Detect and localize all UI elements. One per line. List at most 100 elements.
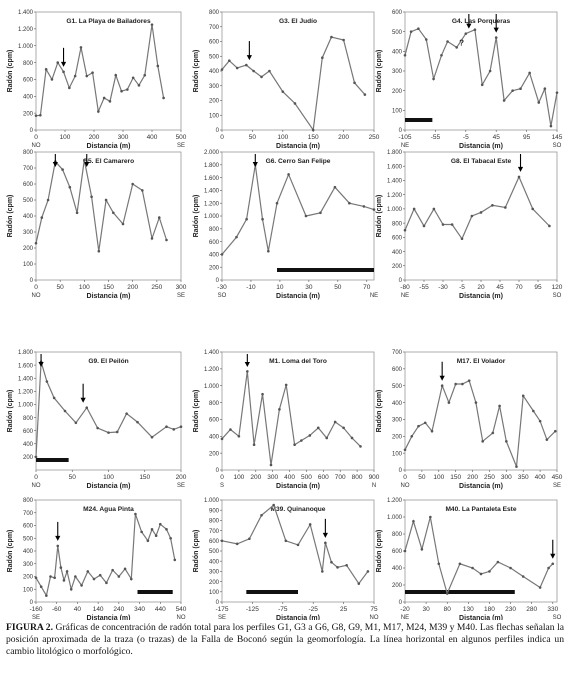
data-point bbox=[235, 542, 239, 546]
plot-frame bbox=[221, 499, 375, 603]
y-tick-label: 800 bbox=[209, 10, 220, 16]
x-tick-label: 30 bbox=[305, 284, 313, 291]
data-point bbox=[336, 566, 339, 569]
x-tick-label: 300 bbox=[267, 474, 278, 481]
figure-caption: FIGURA 2. Gráficas de concentración de r… bbox=[6, 622, 564, 659]
fault-arrow-head bbox=[55, 535, 61, 541]
data-point bbox=[538, 419, 542, 423]
data-point bbox=[366, 570, 370, 573]
data-point bbox=[91, 71, 94, 74]
y-tick-label: 600 bbox=[209, 539, 220, 545]
fault-arrow-head bbox=[439, 375, 445, 381]
direction-left: NE bbox=[401, 143, 409, 149]
y-tick-label: 600 bbox=[209, 240, 220, 246]
y-tick-label: 1.200 bbox=[204, 367, 220, 373]
y-tick-label: 1.000 bbox=[387, 515, 403, 521]
data-point bbox=[412, 207, 416, 211]
data-point bbox=[129, 577, 133, 581]
chart-panel-7: 200 400 600 800 1.000 1.200 1.400 1.600 1.800 0 50… bbox=[7, 350, 187, 490]
y-tick-label: 200 bbox=[23, 111, 34, 117]
data-point bbox=[342, 426, 345, 430]
data-point bbox=[252, 69, 255, 73]
data-point bbox=[34, 576, 38, 580]
series-line bbox=[404, 379, 556, 467]
y-tick-label: 0 bbox=[216, 468, 220, 474]
series-line bbox=[35, 24, 165, 117]
data-point bbox=[134, 512, 137, 516]
data-point bbox=[538, 586, 542, 589]
x-tick-label: 280 bbox=[526, 606, 537, 613]
x-tick-label: 500 bbox=[176, 134, 187, 141]
y-tick-label: 400 bbox=[392, 566, 403, 572]
x-axis-label: Distancia (m) bbox=[459, 293, 503, 300]
data-point bbox=[488, 69, 492, 73]
data-point bbox=[509, 566, 512, 570]
chart-panel-6: 0 200 400 600 800 1.000 1.200 1.400 1.600 1.800 -8… bbox=[376, 150, 563, 300]
direction-left: NE bbox=[401, 615, 409, 620]
data-point bbox=[268, 69, 271, 73]
chart-panel-4: 0 100 200 300 400 500 600 700 800 0 50 100 150 200 250… bbox=[7, 150, 187, 300]
data-point bbox=[308, 523, 312, 526]
direction-right: SE bbox=[553, 483, 561, 489]
direction-right: NE bbox=[370, 293, 378, 299]
data-point bbox=[162, 96, 165, 100]
y-tick-label: 1.800 bbox=[204, 163, 220, 169]
y-tick-label: 2.000 bbox=[204, 150, 220, 156]
y-axis-label: Radón (cpm) bbox=[376, 390, 383, 433]
y-tick-label: 400 bbox=[23, 214, 34, 220]
y-tick-label: 100 bbox=[209, 113, 220, 119]
data-point bbox=[440, 384, 444, 388]
x-tick-label: 40 bbox=[74, 606, 82, 613]
data-point bbox=[220, 539, 224, 543]
y-tick-label: 400 bbox=[209, 434, 220, 440]
data-point bbox=[45, 594, 48, 597]
y-tick-label: 1.200 bbox=[387, 498, 403, 504]
y-tick-label: 100 bbox=[392, 109, 403, 115]
fault-arrow-head bbox=[322, 532, 328, 538]
data-point bbox=[363, 93, 367, 96]
fault-arrow-head bbox=[52, 162, 58, 167]
direction-left: NO bbox=[401, 483, 410, 489]
data-point bbox=[158, 522, 162, 526]
data-point bbox=[165, 238, 168, 242]
x-tick-label: -175 bbox=[215, 606, 228, 613]
y-axis-label: Radón (cpm) bbox=[7, 390, 14, 433]
y-tick-label: 0 bbox=[216, 278, 220, 284]
data-point bbox=[543, 87, 547, 90]
data-point bbox=[59, 566, 63, 569]
data-point bbox=[441, 223, 445, 226]
data-point bbox=[150, 435, 154, 439]
x-tick-label: -60 bbox=[52, 606, 62, 613]
fault-arrow-head bbox=[84, 162, 90, 167]
chart-panel-10: 0 100 200 300 400 500 600 700 800 -160 -60 40 140 240… bbox=[7, 498, 187, 620]
data-point bbox=[511, 89, 514, 92]
data-point bbox=[432, 77, 435, 81]
x-tick-label: 130 bbox=[463, 606, 474, 613]
data-point bbox=[50, 78, 54, 81]
y-axis-label: Radón (cpm) bbox=[376, 530, 383, 573]
data-point bbox=[504, 206, 507, 209]
y-tick-label: 1.400 bbox=[204, 350, 220, 356]
data-point bbox=[316, 426, 320, 430]
uncertain-mark: ? bbox=[459, 38, 464, 47]
data-point bbox=[284, 539, 288, 543]
data-point bbox=[521, 575, 525, 578]
data-point bbox=[272, 503, 275, 507]
series-line bbox=[404, 516, 554, 596]
y-tick-label: 500 bbox=[392, 384, 403, 390]
data-point bbox=[432, 207, 436, 211]
x-tick-label: 440 bbox=[155, 606, 166, 613]
plot-frame bbox=[404, 151, 558, 281]
data-point bbox=[319, 211, 322, 215]
x-axis-label: Distancia (m) bbox=[276, 143, 320, 150]
data-point bbox=[69, 587, 73, 591]
chart-title: G3. El Judío bbox=[279, 18, 317, 25]
x-tick-label: 200 bbox=[89, 134, 100, 141]
x-tick-label: 200 bbox=[176, 474, 187, 481]
x-tick-label: 250 bbox=[484, 474, 495, 481]
chart-title: G5. El Camarero bbox=[83, 158, 134, 165]
data-point bbox=[496, 560, 500, 564]
data-point bbox=[157, 216, 161, 219]
data-point bbox=[417, 424, 420, 428]
x-axis-label: Distancia (m) bbox=[276, 483, 320, 490]
